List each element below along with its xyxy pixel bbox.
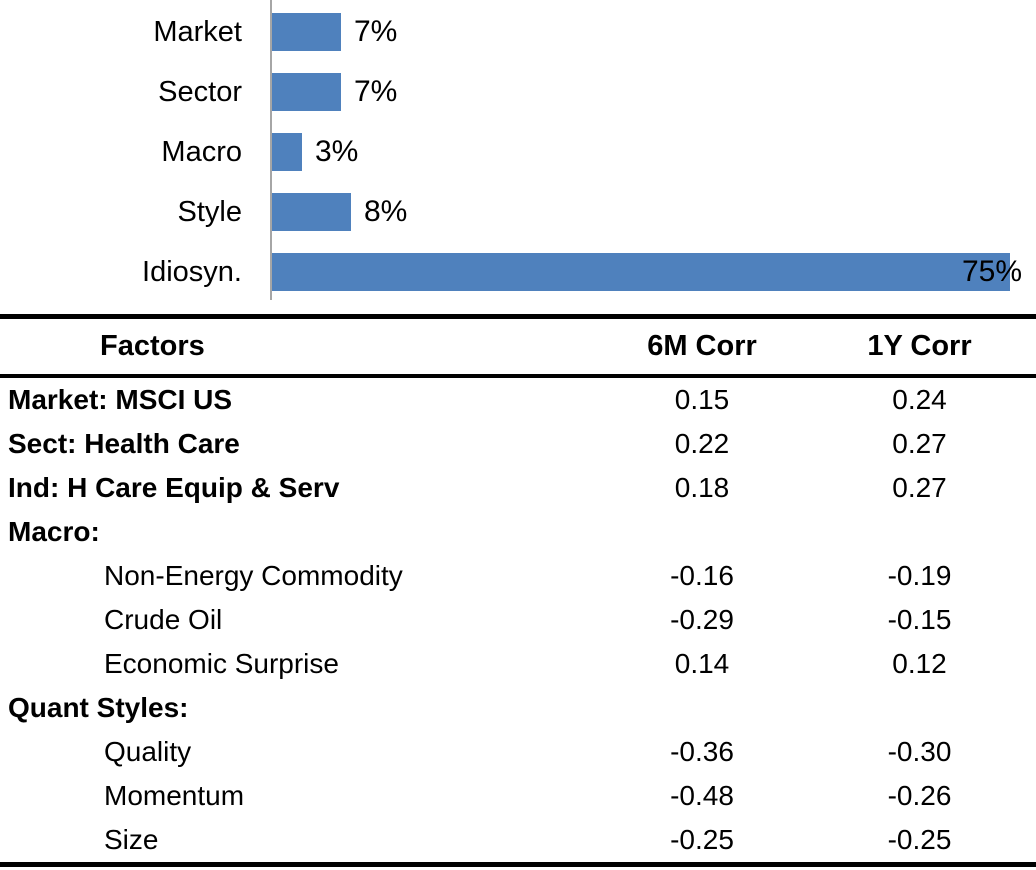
corr-1y-cell: -0.25 bbox=[887, 824, 952, 855]
factor-cell: Macro: bbox=[8, 516, 100, 547]
header-6m-corr: 6M Corr bbox=[647, 330, 757, 362]
chart-category-label: Sector bbox=[158, 75, 242, 108]
table-row: Momentum -0.48 -0.26 bbox=[0, 774, 1036, 818]
header-1y-corr: 1Y Corr bbox=[867, 330, 972, 362]
chart-category-label: Idiosyn. bbox=[142, 255, 242, 288]
factor-cell: Sect: Health Care bbox=[8, 428, 240, 459]
table-row: Quality -0.36 -0.30 bbox=[0, 730, 1036, 774]
chart-value-label: 7% bbox=[354, 15, 398, 48]
factor-correlation-table: Factors 6M Corr 1Y Corr Market: MSCI US 0.1… bbox=[0, 314, 1036, 867]
chart-category-label: Market bbox=[153, 15, 242, 48]
table-row: Size -0.25 -0.25 bbox=[0, 818, 1036, 862]
chart-row: Style 8% bbox=[0, 182, 1036, 242]
corr-1y-cell: -0.30 bbox=[887, 736, 952, 767]
corr-1y-cell: -0.26 bbox=[887, 780, 952, 811]
chart-rows: Market 7% Sector 7% Macro 3% Style 8% Idiosyn. 75… bbox=[0, 2, 1036, 302]
corr-6m-cell: 0.14 bbox=[674, 648, 730, 679]
chart-value-label: 75% bbox=[962, 255, 1023, 288]
corr-6m-cell: 0.18 bbox=[674, 472, 730, 503]
chart-axis-line bbox=[270, 0, 272, 300]
chart-bar bbox=[272, 133, 302, 171]
chart-category-label: Macro bbox=[161, 135, 242, 168]
chart-bar bbox=[272, 13, 341, 51]
factor-cell: Crude Oil bbox=[104, 604, 223, 635]
corr-1y-cell: 0.24 bbox=[892, 384, 947, 415]
corr-6m-cell: -0.25 bbox=[670, 824, 734, 855]
table-row: Sect: Health Care 0.22 0.27 bbox=[0, 422, 1036, 466]
factor-cell: Size bbox=[104, 824, 159, 855]
table-body: Market: MSCI US 0.15 0.24 Sect: Health Care… bbox=[0, 378, 1036, 862]
table-row: Macro: bbox=[0, 510, 1036, 554]
chart-bar-area: 7% bbox=[272, 2, 1036, 62]
chart-bar-area: 7% bbox=[272, 62, 1036, 122]
corr-6m-cell: -0.29 bbox=[670, 604, 734, 635]
chart-bar bbox=[272, 253, 1010, 291]
corr-1y-cell: -0.19 bbox=[887, 560, 952, 591]
factor-cell: Momentum bbox=[104, 780, 245, 811]
header-factors: Factors bbox=[100, 330, 205, 362]
corr-1y-cell: 0.12 bbox=[892, 648, 947, 679]
factor-cell: Economic Surprise bbox=[104, 648, 339, 679]
chart-bar-area: 8% bbox=[272, 182, 1036, 242]
chart-bar bbox=[272, 73, 341, 111]
chart-value-label: 8% bbox=[364, 195, 408, 228]
chart-row: Idiosyn. 75% bbox=[0, 242, 1036, 302]
chart-bar-area: 3% bbox=[272, 122, 1036, 182]
chart-row: Sector 7% bbox=[0, 62, 1036, 122]
chart-value-label: 3% bbox=[315, 135, 359, 168]
table-row: Crude Oil -0.29 -0.15 bbox=[0, 598, 1036, 642]
chart-category-label: Style bbox=[177, 195, 242, 228]
corr-1y-cell: 0.27 bbox=[892, 472, 947, 503]
table-row: Non-Energy Commodity -0.16 -0.19 bbox=[0, 554, 1036, 598]
corr-6m-cell: -0.48 bbox=[670, 780, 734, 811]
table-row: Economic Surprise 0.14 0.12 bbox=[0, 642, 1036, 686]
chart-value-label: 7% bbox=[354, 75, 398, 108]
chart-row: Market 7% bbox=[0, 2, 1036, 62]
corr-6m-cell: 0.22 bbox=[674, 428, 730, 459]
table-row: Market: MSCI US 0.15 0.24 bbox=[0, 378, 1036, 422]
corr-6m-cell: -0.36 bbox=[670, 736, 734, 767]
risk-contribution-bar-chart: Market 7% Sector 7% Macro 3% Style 8% Idiosyn. 75… bbox=[0, 0, 1036, 304]
factor-cell: Quality bbox=[104, 736, 192, 767]
factor-cell: Non-Energy Commodity bbox=[104, 560, 403, 591]
corr-1y-cell: -0.15 bbox=[887, 604, 952, 635]
table-header-row: Factors 6M Corr 1Y Corr bbox=[0, 319, 1036, 378]
factor-cell: Quant Styles: bbox=[8, 692, 189, 723]
chart-bar bbox=[272, 193, 351, 231]
factor-cell: Market: MSCI US bbox=[8, 384, 233, 415]
corr-6m-cell: -0.16 bbox=[670, 560, 734, 591]
corr-1y-cell: 0.27 bbox=[892, 428, 947, 459]
table-row: Quant Styles: bbox=[0, 686, 1036, 730]
chart-row: Macro 3% bbox=[0, 122, 1036, 182]
factor-cell: Ind: H Care Equip & Serv bbox=[8, 472, 340, 503]
chart-bar-area: 75% bbox=[272, 242, 1036, 302]
corr-6m-cell: 0.15 bbox=[674, 384, 730, 415]
table-row: Ind: H Care Equip & Serv 0.18 0.27 bbox=[0, 466, 1036, 510]
